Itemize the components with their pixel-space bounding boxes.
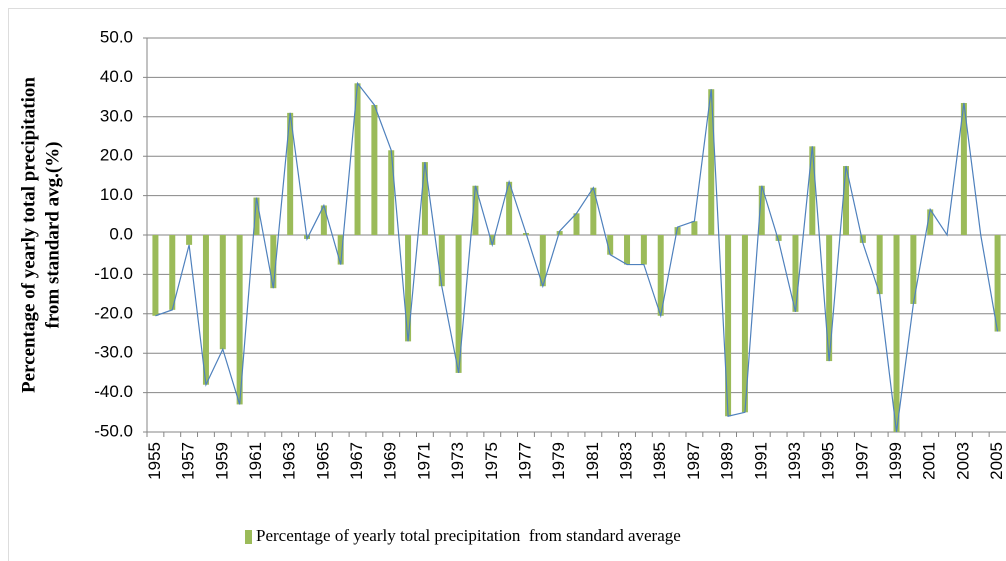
x-tick-label: 1995 [819,442,838,480]
y-axis-label: from standard avg.(%) [42,141,63,328]
trend-line [155,81,999,433]
y-tick-label: 0.0 [109,224,133,243]
x-tick-label: 1983 [617,442,636,480]
x-tick-label: 2001 [920,442,939,480]
bar [994,235,1001,332]
bar [152,235,159,316]
bar [775,235,782,241]
bar [438,235,445,287]
bar [826,235,833,362]
bar [186,235,193,245]
x-tick-label: 1981 [583,442,602,480]
y-tick-label: -10.0 [94,264,133,283]
y-tick-label: -40.0 [94,382,133,401]
x-tick-label: 1955 [145,442,164,480]
bar [590,187,597,235]
bar [169,235,176,310]
bar [573,213,580,235]
bar [489,235,496,245]
x-tick-label: 1977 [515,442,534,480]
chart-border [8,8,1006,561]
bar [927,209,934,235]
bar [640,235,647,265]
x-tick-label: 1989 [718,442,737,480]
bar [859,235,866,243]
bar [202,235,209,385]
x-tick-label: 1985 [650,442,669,480]
x-tick-label: 1999 [886,442,905,480]
y-tick-label: 30.0 [100,106,133,125]
y-tick-label: 50.0 [100,27,133,46]
bar [607,235,614,255]
bar [388,150,395,235]
bar [792,235,799,312]
bar [236,235,243,405]
x-tick-label: 1969 [381,442,400,480]
bar [320,205,327,235]
bar [624,235,631,265]
x-tick-label: 2003 [953,442,972,480]
bar [725,235,732,417]
y-tick-label: -50.0 [94,421,133,440]
y-tick-label: 40.0 [100,67,133,86]
bar [455,235,462,373]
x-tick-label: 1997 [852,442,871,480]
bar [758,185,765,235]
bar [910,235,917,304]
x-tick-label: 1965 [313,442,332,480]
x-tick-label: 1979 [549,442,568,480]
x-tick-label: 1987 [684,442,703,480]
bar [405,235,412,342]
bar [708,89,715,235]
bar [421,162,428,235]
bar [219,235,226,350]
x-tick-label: 1975 [482,442,501,480]
y-tick-label: 20.0 [100,146,133,165]
legend-swatch [245,530,252,544]
x-tick-label: 1957 [179,442,198,480]
bar [657,235,664,316]
x-tick-label: 1991 [751,442,770,480]
x-tick-label: 1993 [785,442,804,480]
bar [539,235,546,287]
y-tick-label: -20.0 [94,303,133,322]
y-axis-label: Percentage of yearly total precipitation [18,77,39,393]
bar [691,221,698,235]
bar [960,103,967,235]
bar [472,185,479,235]
bar [893,235,900,432]
x-tick-label: 1959 [212,442,231,480]
legend-label: Percentage of yearly total precipitation… [256,526,681,545]
bar [354,83,361,235]
x-tick-label: 2005 [987,442,1006,480]
bar [287,112,294,235]
bar [270,235,277,289]
x-tick-label: 1963 [280,442,299,480]
bar [337,235,344,265]
x-tick-label: 1973 [448,442,467,480]
bar [674,227,681,235]
x-tick-label: 1971 [414,442,433,480]
bar [741,235,748,413]
bar [809,146,816,235]
bar [842,166,849,235]
bar [876,235,883,295]
bar [253,197,260,235]
y-tick-label: -30.0 [94,343,133,362]
y-tick-label: 10.0 [100,185,133,204]
x-tick-label: 1967 [347,442,366,480]
bar [371,104,378,235]
bar [506,181,513,235]
x-tick-label: 1961 [246,442,265,480]
